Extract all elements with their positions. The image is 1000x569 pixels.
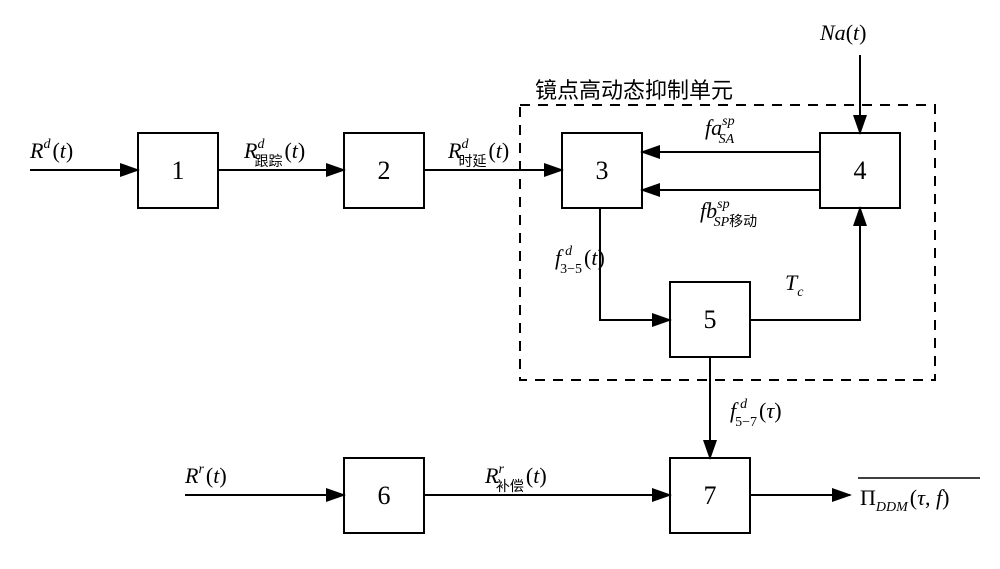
box-4: 4	[820, 133, 900, 208]
label-3-5: fd3−5(t)	[555, 244, 605, 277]
arrow-5-4	[750, 208, 860, 320]
svg-text:4: 4	[854, 156, 867, 185]
svg-text:3: 3	[596, 156, 609, 185]
box-2: 2	[344, 133, 424, 208]
label-5-7: fd5−7(τ)	[730, 397, 782, 430]
svg-text:ΠDDM(τ, f): ΠDDM(τ, f)	[860, 485, 949, 515]
arrow-3-5	[600, 208, 670, 320]
box-6: 6	[344, 458, 424, 533]
label-5-4: Tc	[785, 270, 804, 300]
label-2-3: Rd时延(t)	[447, 137, 509, 170]
svg-text:5: 5	[704, 305, 717, 334]
svg-text:6: 6	[378, 481, 391, 510]
box-7: 7	[670, 458, 750, 533]
svg-text:1: 1	[172, 156, 185, 185]
label-6-7: Rr补偿(t)	[484, 462, 547, 495]
label-rd: Rd(t)	[29, 137, 73, 163]
box-1: 1	[138, 133, 218, 208]
dashed-region-label: 镜点高动态抑制单元	[535, 78, 733, 103]
box-5: 5	[670, 282, 750, 357]
label-4-3-top: faspSA	[705, 114, 735, 147]
label-rr: Rr(t)	[184, 462, 227, 488]
svg-text:2: 2	[378, 156, 391, 185]
label-na: Na(t)	[819, 20, 866, 45]
box-3: 3	[562, 133, 642, 208]
label-4-3-bot: fbspSP移动	[700, 197, 757, 230]
label-1-2: Rd跟踪(t)	[243, 137, 305, 170]
svg-text:7: 7	[704, 481, 717, 510]
label-output: ΠDDM(τ, f)	[858, 478, 980, 515]
